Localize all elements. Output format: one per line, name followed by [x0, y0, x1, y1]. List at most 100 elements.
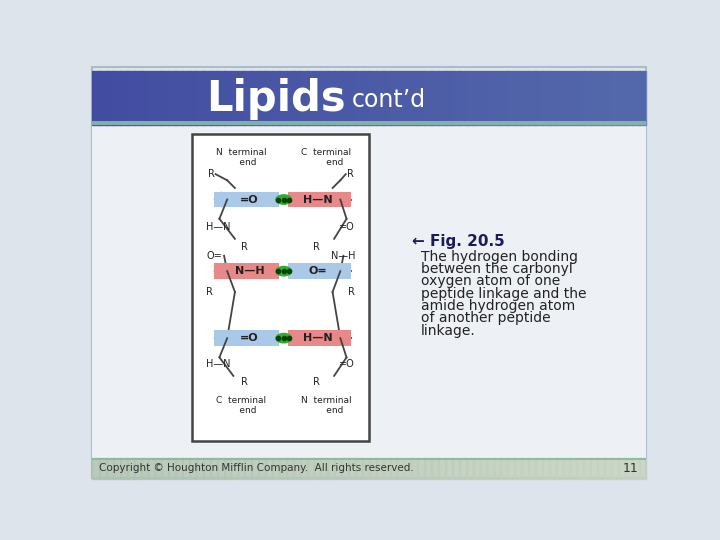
Bar: [210, 71, 217, 125]
Bar: [245, 457, 252, 479]
Bar: [196, 457, 204, 479]
Bar: [245, 71, 252, 125]
Bar: [120, 71, 127, 125]
Bar: [390, 71, 397, 125]
Bar: [438, 71, 446, 125]
Bar: [155, 71, 162, 125]
Bar: [148, 71, 156, 125]
Bar: [293, 457, 301, 479]
Bar: [92, 125, 646, 457]
Text: R: R: [313, 377, 320, 387]
Bar: [611, 71, 618, 125]
Bar: [134, 457, 142, 479]
Bar: [314, 457, 321, 479]
Bar: [549, 71, 557, 125]
Bar: [639, 457, 647, 479]
Bar: [604, 457, 612, 479]
Bar: [99, 71, 107, 125]
Bar: [632, 457, 639, 479]
Text: R: R: [208, 169, 215, 179]
Text: H—N: H—N: [206, 359, 230, 369]
Bar: [265, 71, 273, 125]
Bar: [500, 71, 508, 125]
Bar: [258, 71, 266, 125]
Bar: [140, 71, 148, 125]
Bar: [570, 71, 577, 125]
Bar: [192, 134, 369, 441]
Text: The hydrogen bonding: The hydrogen bonding: [421, 249, 578, 264]
Bar: [473, 71, 480, 125]
Text: H—N: H—N: [206, 222, 230, 232]
Bar: [583, 71, 591, 125]
Text: N—H: N—H: [330, 251, 355, 261]
Bar: [362, 457, 370, 479]
Bar: [320, 457, 328, 479]
Text: N  terminal
     end: N terminal end: [216, 148, 266, 167]
Polygon shape: [214, 330, 222, 346]
Bar: [106, 457, 114, 479]
Bar: [459, 457, 467, 479]
Bar: [314, 71, 321, 125]
Bar: [286, 71, 294, 125]
Bar: [99, 457, 107, 479]
Bar: [514, 457, 522, 479]
Bar: [348, 457, 356, 479]
Text: H—N: H—N: [303, 194, 333, 205]
Bar: [459, 71, 467, 125]
Bar: [182, 71, 190, 125]
Bar: [500, 457, 508, 479]
Bar: [189, 457, 197, 479]
Bar: [508, 457, 515, 479]
Bar: [438, 457, 446, 479]
Text: =O: =O: [339, 359, 355, 369]
Bar: [148, 457, 156, 479]
Text: C  terminal
     end: C terminal end: [216, 396, 266, 415]
Bar: [176, 457, 183, 479]
Bar: [113, 457, 121, 479]
Text: R: R: [241, 377, 248, 387]
Bar: [583, 457, 591, 479]
Bar: [168, 71, 176, 125]
Text: R: R: [346, 169, 354, 179]
Bar: [355, 71, 363, 125]
Text: =O: =O: [240, 333, 259, 343]
Bar: [217, 457, 225, 479]
Bar: [300, 457, 307, 479]
Bar: [376, 457, 384, 479]
Bar: [334, 71, 342, 125]
Bar: [487, 71, 494, 125]
Text: between the carbonyl: between the carbonyl: [421, 262, 572, 276]
Bar: [493, 457, 501, 479]
Bar: [528, 71, 536, 125]
Bar: [328, 71, 336, 125]
Bar: [341, 71, 349, 125]
Bar: [397, 457, 405, 479]
Bar: [230, 71, 238, 125]
Bar: [341, 457, 349, 479]
Bar: [293, 71, 301, 125]
Ellipse shape: [275, 333, 292, 343]
Bar: [362, 71, 370, 125]
Text: N  terminal
      end: N terminal end: [301, 396, 351, 415]
Bar: [224, 457, 231, 479]
Bar: [562, 71, 570, 125]
Bar: [214, 264, 279, 279]
Bar: [300, 71, 307, 125]
Bar: [238, 71, 246, 125]
Bar: [480, 457, 487, 479]
Bar: [168, 457, 176, 479]
Bar: [590, 457, 598, 479]
Bar: [410, 71, 418, 125]
Bar: [289, 264, 351, 279]
Bar: [286, 457, 294, 479]
Bar: [598, 457, 605, 479]
Text: cont’d: cont’d: [352, 88, 426, 112]
Text: N—H: N—H: [235, 266, 264, 276]
Bar: [369, 71, 377, 125]
Bar: [230, 457, 238, 479]
Bar: [418, 457, 425, 479]
Bar: [577, 71, 584, 125]
Bar: [562, 457, 570, 479]
Bar: [424, 457, 432, 479]
Bar: [410, 457, 418, 479]
